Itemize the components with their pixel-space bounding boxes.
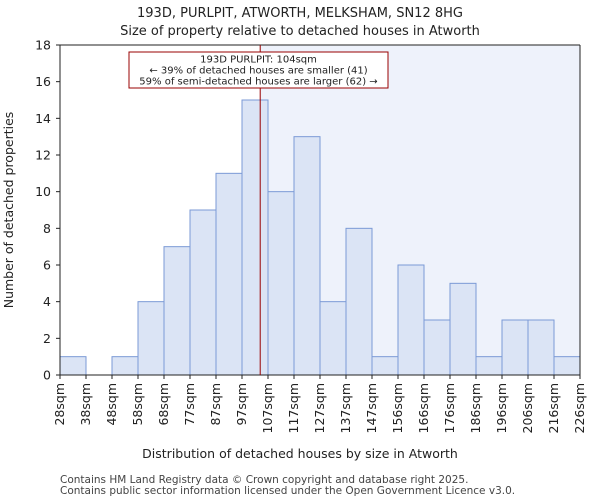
y-tick-label-14: 14 [35, 111, 51, 126]
plot-area: 0 2 4 6 8 10 12 14 16 18 28sqm 38sqm 48sqm 58sqm 68sqm… [35, 38, 587, 434]
footer-line-2: Contains public sector information licen… [60, 485, 515, 497]
x-tick-label-216sqm: 216sqm [546, 383, 561, 433]
x-tick-label-186sqm: 186sqm [468, 383, 483, 433]
x-tick-label-147sqm: 147sqm [364, 383, 379, 433]
y-tick-label-10: 10 [35, 184, 51, 199]
x-tick-label-77sqm: 77sqm [182, 383, 197, 426]
x-tick-label-226sqm: 226sqm [572, 383, 587, 433]
x-tick-label-38sqm: 38sqm [78, 383, 93, 426]
bar-156sqm [397, 264, 425, 376]
bar-68sqm [163, 246, 191, 376]
x-tick-label-117sqm: 117sqm [286, 383, 301, 433]
footer-line-1: Contains HM Land Registry data © Crown c… [60, 474, 468, 486]
x-axis-label: Distribution of detached houses by size … [142, 446, 458, 461]
x-tick-label-166sqm: 166sqm [416, 383, 431, 433]
bar-117sqm [293, 136, 321, 376]
bar-137sqm [345, 227, 373, 376]
y-tick-label-16: 16 [35, 74, 51, 89]
bar-97sqm [241, 99, 269, 376]
x-tick-label-196sqm: 196sqm [494, 383, 509, 433]
annotation-line-1: 193D PURLPIT: 104sqm [200, 55, 317, 66]
bar-77sqm [189, 209, 217, 376]
y-tick-label-12: 12 [35, 148, 51, 163]
y-tick-label-6: 6 [43, 258, 51, 273]
annotation-line-2: ← 39% of detached houses are smaller (41… [149, 66, 367, 77]
annotation-box [128, 51, 389, 89]
chart-title: 193D, PURLPIT, ATWORTH, MELKSHAM, SN12 8… [137, 6, 463, 21]
x-tick-label-97sqm: 97sqm [234, 383, 249, 426]
bar-107sqm [267, 191, 295, 376]
bar-176sqm [449, 282, 477, 376]
x-tick-label-58sqm: 58sqm [130, 383, 145, 426]
bar-147sqm [371, 356, 399, 376]
x-tick-label-87sqm: 87sqm [208, 383, 223, 426]
y-tick-label-8: 8 [43, 221, 51, 236]
y-tick-label-18: 18 [35, 38, 51, 53]
x-tick-label-68sqm: 68sqm [156, 383, 171, 426]
bar-48sqm [111, 356, 139, 376]
x-tick-label-206sqm: 206sqm [520, 383, 535, 433]
bar-186sqm [475, 356, 503, 376]
y-tick-label-0: 0 [43, 368, 51, 383]
x-tick-label-156sqm: 156sqm [390, 383, 405, 433]
chart-subtitle: Size of property relative to detached ho… [120, 24, 480, 39]
x-tick-label-176sqm: 176sqm [442, 383, 457, 433]
x-tick-label-137sqm: 137sqm [338, 383, 353, 433]
y-axis-label: Number of detached properties [1, 112, 16, 309]
y-tick-label-2: 2 [43, 331, 51, 346]
bar-196sqm [501, 319, 529, 376]
annotation-line-3: 59% of semi-detached houses are larger (… [139, 77, 377, 88]
y-tick-label-4: 4 [43, 294, 51, 309]
bar-87sqm [215, 172, 243, 376]
x-tick-label-127sqm: 127sqm [312, 383, 327, 433]
x-tick-label-48sqm: 48sqm [104, 383, 119, 426]
bar-206sqm [527, 319, 555, 376]
bar-216sqm [553, 356, 581, 376]
bar-127sqm [319, 301, 347, 376]
x-tick-label-107sqm: 107sqm [260, 383, 275, 433]
bar-166sqm [423, 319, 451, 376]
bar-58sqm [137, 301, 165, 376]
x-tick-label-28sqm: 28sqm [52, 383, 67, 426]
bar-28sqm [59, 356, 87, 376]
